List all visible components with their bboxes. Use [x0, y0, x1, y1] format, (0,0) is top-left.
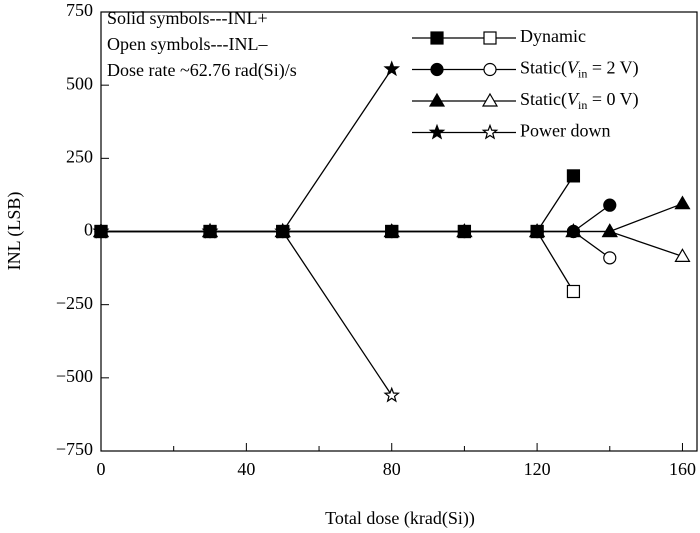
legend-label: Static(Vin = 0 V)	[520, 89, 639, 112]
x-tick-label: 160	[669, 459, 696, 479]
marker	[274, 222, 291, 239]
legend-marker	[430, 62, 444, 77]
y-tick-label: −750	[56, 439, 93, 459]
marker	[674, 195, 691, 210]
y-tick-label: 750	[66, 0, 93, 20]
x-tick-label: 40	[237, 459, 255, 479]
series-line	[101, 230, 574, 292]
legend-marker	[481, 123, 499, 140]
marker	[92, 222, 110, 239]
legend-marker	[428, 92, 446, 107]
marker	[456, 223, 473, 238]
marker	[529, 223, 546, 238]
marker	[603, 251, 617, 265]
legend-label: Static(Vin = 2 V)	[520, 58, 639, 81]
marker	[566, 169, 581, 183]
marker	[383, 386, 401, 403]
annotation: Open symbols---INL–	[107, 34, 268, 54]
marker	[603, 198, 617, 212]
legend-label-part: in	[578, 66, 587, 80]
legend-label-part: Power down	[520, 121, 611, 141]
y-tick-label: −500	[56, 366, 93, 386]
legend-marker	[483, 62, 497, 77]
marker	[674, 248, 691, 262]
x-axis-label: Total dose (krad(Si))	[325, 508, 475, 529]
legend-label-part: Dynamic	[520, 26, 586, 46]
legend-label: Dynamic	[520, 26, 586, 46]
legend-label-part: = 2 V)	[587, 58, 638, 79]
y-tick-label: 0	[84, 220, 93, 240]
marker	[383, 60, 401, 77]
legend-marker	[430, 31, 444, 45]
legend-marker	[483, 31, 497, 45]
series-line	[101, 175, 574, 233]
y-axis-label: INL (LSB)	[4, 192, 25, 271]
series-line	[101, 68, 393, 233]
legend-label-part: Static(	[520, 58, 567, 79]
y-tick-label: 250	[66, 146, 93, 166]
marker	[201, 222, 219, 239]
legend-label-part: = 0 V)	[587, 89, 638, 110]
x-tick-label: 120	[524, 459, 551, 479]
legend-marker	[428, 123, 446, 140]
marker	[566, 284, 581, 299]
marker	[565, 223, 582, 238]
marker	[601, 223, 618, 238]
x-tick-label: 0	[97, 459, 106, 479]
annotation: Solid symbols---INL+	[107, 8, 268, 28]
y-tick-label: 500	[66, 73, 93, 93]
marker	[383, 223, 400, 238]
legend-label-part: Static(	[520, 89, 567, 110]
series-line	[101, 230, 393, 396]
legend-label-part: in	[578, 98, 587, 112]
x-tick-label: 80	[383, 459, 401, 479]
legend-label: Power down	[520, 121, 611, 141]
legend-marker	[481, 92, 499, 107]
y-tick-label: −250	[56, 293, 93, 313]
legend-label-part: V	[567, 89, 580, 109]
legend-label-part: V	[567, 58, 580, 78]
annotation: Dose rate ~62.76 rad(Si)/s	[107, 60, 297, 81]
